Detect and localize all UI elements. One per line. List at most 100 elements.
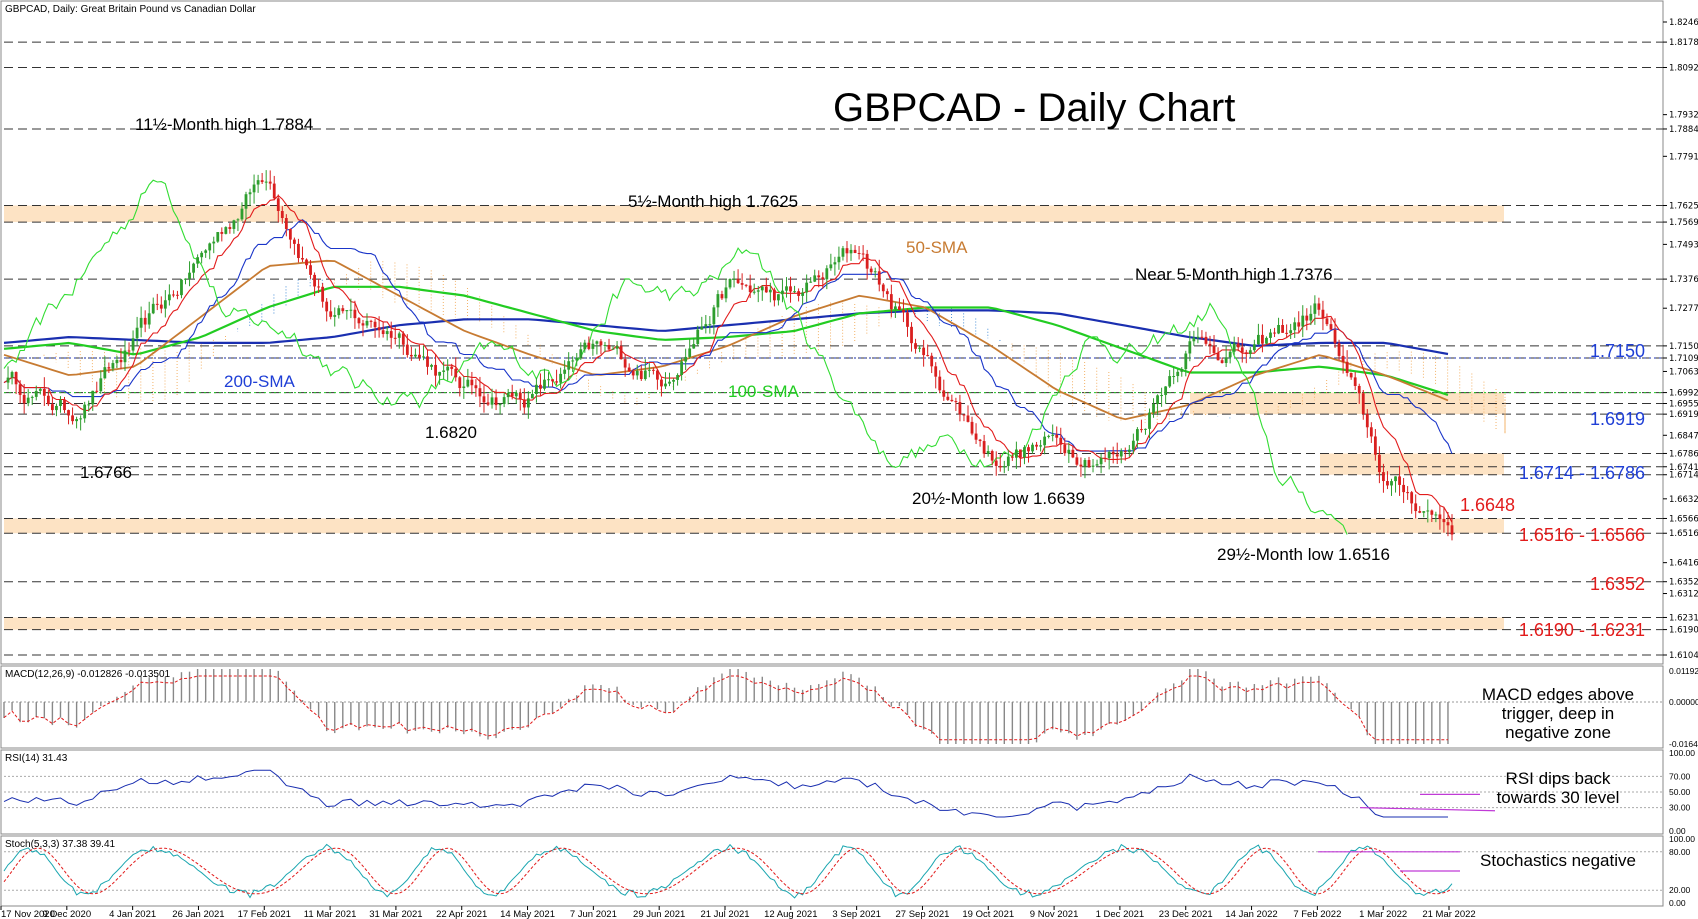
- candle-body: [1422, 511, 1426, 513]
- candle-body: [1442, 519, 1446, 523]
- candle-body: [325, 301, 329, 312]
- candle-body: [777, 294, 780, 301]
- candle-body: [430, 364, 433, 367]
- candle-body: [1111, 451, 1115, 455]
- candle-body: [902, 310, 905, 313]
- candle-body: [704, 324, 708, 327]
- candle-body: [1269, 332, 1272, 338]
- candle-body: [244, 194, 248, 209]
- candle-body: [768, 289, 772, 293]
- date-tick-label: 17 Feb 2021: [238, 909, 291, 919]
- candle-body: [188, 272, 191, 279]
- candle-body: [260, 180, 264, 183]
- candle-body: [990, 451, 994, 461]
- candle-body: [1200, 336, 1204, 338]
- tenkan-line: [3, 194, 1453, 523]
- candle-body: [857, 252, 861, 254]
- date-tick-label: 19 Oct 2021: [962, 909, 1014, 919]
- candle-body: [369, 320, 373, 322]
- date-tick-label: 4 Jan 2021: [109, 909, 156, 919]
- zone-band: [1190, 392, 1504, 415]
- candle-body: [418, 354, 421, 358]
- macd-comment-2: trigger, deep in: [1502, 704, 1614, 723]
- candle-body: [409, 354, 413, 357]
- axis-tick-label: 1.73760: [1669, 275, 1698, 285]
- candle-body: [79, 418, 83, 420]
- axis-tick-label: 1.64165: [1669, 559, 1698, 569]
- candle-body: [688, 348, 692, 357]
- candle-body: [1353, 377, 1357, 386]
- candle-body: [466, 379, 470, 387]
- candle-body: [1172, 376, 1176, 378]
- rsi-panel-frame: [0, 749, 1664, 835]
- candle-body: [672, 379, 675, 382]
- candle-body: [345, 310, 349, 312]
- candle-body: [155, 303, 159, 305]
- axis-tick-label: 1.76250: [1669, 202, 1698, 212]
- candle-body: [1446, 522, 1450, 526]
- candle-body: [1014, 449, 1018, 458]
- candle-body: [1390, 481, 1393, 486]
- candle-body: [910, 326, 913, 344]
- annotation-high-11m: 11½-Month high 1.7884: [135, 115, 313, 134]
- candle-body: [889, 294, 893, 310]
- candle-body: [1039, 445, 1042, 447]
- candle-body: [849, 249, 853, 254]
- candle-body: [922, 347, 926, 356]
- sma50-line: [3, 259, 1449, 421]
- candle-body: [51, 404, 54, 411]
- candle-body: [264, 181, 268, 183]
- candle-body: [1079, 464, 1083, 467]
- kijun-line: [3, 219, 1453, 455]
- candle-body: [740, 283, 744, 285]
- candle-body: [59, 399, 62, 406]
- date-tick-label: 9 Dec 2020: [43, 909, 92, 919]
- candle-body: [288, 229, 292, 240]
- axis-tick-label: 1.68475: [1669, 431, 1698, 441]
- candle-body: [942, 390, 946, 397]
- candle-body: [668, 381, 671, 384]
- date-tick-label: 31 Mar 2021: [369, 909, 422, 919]
- candle-body: [1386, 481, 1389, 486]
- candle-body: [236, 219, 240, 221]
- rsi-comment-1: RSI dips back: [1506, 769, 1611, 788]
- axis-tick-label: 1.61900: [1669, 626, 1698, 636]
- candle-body: [639, 370, 643, 380]
- candle-body: [627, 367, 631, 372]
- candle-body: [579, 349, 583, 358]
- axis-tick-label: 1.70635: [1669, 367, 1698, 377]
- macd-comment-3: negative zone: [1505, 723, 1611, 742]
- stoch-label: Stoch(5,3,3) 37.38 39.41: [5, 839, 116, 850]
- candle-body: [208, 243, 212, 251]
- date-tick-label: 23 Dec 2021: [1159, 909, 1213, 919]
- candle-body: [1305, 315, 1309, 321]
- candle-body: [1317, 303, 1321, 310]
- price-axis-ticks: 1.82460 1.81780 1.80920 1.79325 1.78840 1.779…: [1663, 18, 1698, 661]
- candle-body: [313, 274, 316, 287]
- candle-body: [571, 360, 575, 362]
- candle-body: [143, 317, 147, 325]
- candle-body: [405, 344, 409, 355]
- candle-body: [837, 256, 841, 263]
- candle-body: [494, 397, 498, 406]
- candle-body: [635, 370, 639, 376]
- candle-body: [591, 343, 595, 349]
- candle-body: [708, 324, 712, 326]
- sma100-line: [3, 285, 1449, 396]
- candle-body: [1047, 435, 1051, 437]
- axis-tick-label: 1.80920: [1669, 64, 1698, 74]
- candle-body: [881, 284, 885, 292]
- candle-body: [1184, 353, 1188, 370]
- candle-body: [1333, 329, 1337, 344]
- axis-tick-label: 1.67140: [1669, 471, 1698, 481]
- macd-label: MACD(12,26,9) -0.012826 -0.013501: [5, 669, 171, 680]
- candle-body: [1430, 510, 1434, 515]
- candle-body: [1434, 514, 1438, 516]
- candle-body: [1244, 352, 1248, 355]
- candle-body: [1224, 357, 1228, 363]
- candle-body: [63, 399, 66, 411]
- candle-body: [833, 262, 837, 265]
- date-tick-label: 14 Jan 2022: [1225, 909, 1277, 919]
- candle-body: [1361, 393, 1365, 414]
